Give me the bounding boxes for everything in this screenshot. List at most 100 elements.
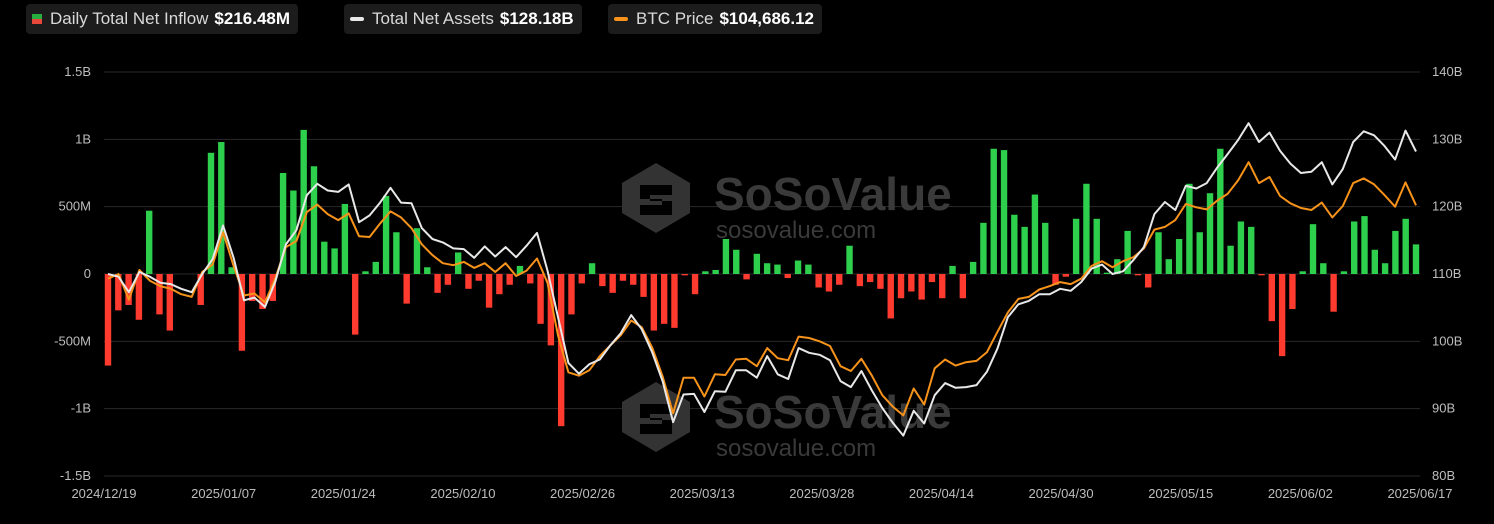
inflow-bar: [537, 274, 544, 324]
legend-item-net-inflow[interactable]: Daily Total Net Inflow $216.48M: [26, 4, 299, 34]
inflow-bar: [1093, 218, 1100, 274]
inflow-bar: [1124, 230, 1131, 274]
inflow-bar: [1340, 271, 1348, 274]
inflow-bar: [650, 274, 658, 331]
inflow-bar: [722, 238, 730, 274]
inflow-bar: [949, 265, 956, 274]
inflow-bar: [146, 210, 153, 274]
x-tick-label: 2025/04/14: [909, 486, 974, 501]
inflow-bar: [547, 274, 555, 346]
inflow-bar: [753, 253, 761, 274]
inflow-bar: [866, 274, 874, 283]
inflow-bar: [980, 222, 987, 274]
inflow-bar: [568, 274, 575, 315]
inflow-bar: [712, 269, 719, 274]
inflow-bar: [444, 274, 452, 285]
inflow-bar: [362, 271, 369, 274]
inflow-bar: [1268, 274, 1276, 322]
inflow-bar: [506, 274, 513, 285]
inflow-bar: [887, 274, 894, 319]
y-right-tick-label: 140B: [1432, 64, 1462, 79]
legend-item-total-net-assets[interactable]: Total Net Assets $128.18B: [344, 4, 582, 34]
inflow-bar: [1114, 259, 1121, 274]
inflow-bar: [1021, 226, 1028, 274]
inflow-bar: [166, 274, 173, 331]
y-left-tick-label: 1B: [75, 131, 91, 146]
x-tick-label: 2025/02/10: [430, 486, 495, 501]
inflow-bar: [681, 274, 688, 276]
inflow-bar: [640, 274, 647, 297]
x-tick-label: 2025/01/07: [191, 486, 256, 501]
bar-swatch-icon: [32, 14, 42, 24]
inflow-bar: [856, 274, 864, 287]
inflow-bar: [228, 267, 235, 274]
inflow-bar: [1289, 274, 1296, 310]
inflow-bar: [393, 232, 400, 274]
legend-value: $128.18B: [499, 9, 574, 28]
inflow-bar: [1258, 274, 1265, 276]
watermark-logo-icon: [622, 382, 690, 452]
x-tick-label: 2025/04/30: [1029, 486, 1094, 501]
inflow-bar: [805, 264, 812, 274]
inflow-bar: [1392, 230, 1399, 274]
y-right-tick-label: 130B: [1432, 131, 1462, 146]
inflow-bar: [794, 260, 802, 274]
inflow-bar: [290, 190, 297, 274]
inflow-bar: [733, 249, 740, 274]
inflow-bar: [135, 274, 143, 320]
y-left-tick-label: 0: [84, 266, 91, 281]
inflow-bar: [310, 166, 318, 274]
inflow-bar: [207, 152, 215, 274]
inflow-bar: [1402, 218, 1409, 274]
inflow-bar: [372, 261, 379, 274]
inflow-bar: [1351, 221, 1358, 274]
inflow-bar: [156, 274, 163, 315]
inflow-bar: [1042, 222, 1049, 274]
inflow-bar: [588, 263, 596, 274]
inflow-bar: [1299, 271, 1306, 274]
inflow-bar: [248, 274, 256, 301]
inflow-bar: [1011, 214, 1018, 274]
inflow-bar: [382, 195, 390, 274]
inflow-bar: [424, 267, 431, 274]
inflow-bar: [1381, 263, 1389, 274]
inflow-bar: [1083, 183, 1090, 274]
inflow-bar: [774, 264, 781, 274]
inflow-bar: [197, 274, 204, 305]
x-tick-label: 2025/06/02: [1268, 486, 1333, 501]
inflow-bar: [331, 248, 338, 274]
inflow-bar: [671, 274, 678, 328]
inflow-bar: [815, 274, 822, 288]
x-axis-ticks: 2024/12/19 2025/01/07 2025/01/24 2025/02/10…: [71, 486, 1452, 501]
inflow-bar: [279, 173, 287, 274]
left-axis-ticks: 1.5B 1B 500M 0 -500M -1B -1.5B: [54, 64, 91, 483]
inflow-bar: [1031, 194, 1039, 274]
total-net-assets-line: [107, 122, 1417, 437]
inflow-bar: [1145, 274, 1152, 288]
inflow-bar: [218, 142, 225, 274]
y-right-tick-label: 120B: [1432, 199, 1462, 214]
inflow-bar: [1072, 218, 1080, 274]
watermark-top: SoSoValue sosovalue.com: [622, 163, 952, 244]
inflow-bar: [1103, 272, 1111, 274]
inflow-bar: [939, 274, 946, 299]
inflow-bar: [300, 129, 307, 274]
inflow-bar: [1155, 232, 1162, 274]
inflow-bar: [897, 274, 905, 299]
inflow-bar: [1330, 274, 1337, 312]
y-right-tick-label: 90B: [1432, 401, 1455, 416]
inflow-bar: [691, 274, 699, 295]
y-right-tick-label: 110B: [1432, 266, 1461, 281]
inflow-bar: [341, 203, 349, 274]
inflow-bar: [1134, 274, 1142, 276]
y-left-tick-label: 500M: [58, 199, 91, 214]
watermark-url: sosovalue.com: [716, 217, 876, 244]
inflow-bar: [321, 241, 328, 274]
watermark-logo-icon: [622, 163, 690, 233]
x-tick-label: 2024/12/19: [71, 486, 136, 501]
x-tick-label: 2025/05/15: [1148, 486, 1213, 501]
inflow-bar: [1000, 150, 1008, 274]
x-tick-label: 2025/06/17: [1387, 486, 1452, 501]
inflow-bar: [1320, 263, 1327, 274]
legend-item-btc-price[interactable]: BTC Price $104,686.12: [608, 4, 823, 34]
